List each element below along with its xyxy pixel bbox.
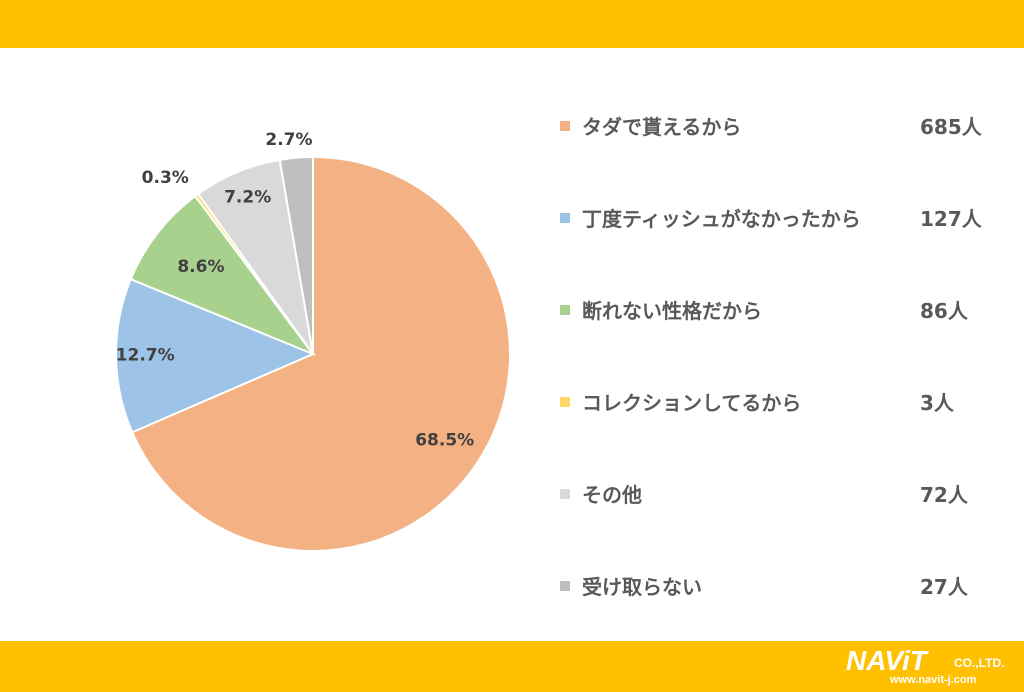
legend-swatch (560, 581, 570, 591)
pie-chart: 68.5% 12.7% 8.6% 0.3% 7.2% 2.7% (115, 130, 511, 552)
chart-legend: タダで貰えるから 685人 丁度ティッシュがなかったから 127人 断れない性格… (558, 105, 998, 657)
pie-slice (278, 155, 314, 355)
legend-label: 断れない性格だから (582, 299, 762, 323)
legend-item-collection: コレクションしてるから 3人 (558, 381, 998, 473)
legend-count: 27人 (920, 575, 968, 599)
pie-slice (130, 155, 511, 552)
legend-count: 3人 (920, 391, 954, 415)
legend-count: 86人 (920, 299, 968, 323)
legend-label: 丁度ティッシュがなかったから (582, 207, 861, 231)
legend-label: タダで貰えるから (582, 115, 742, 139)
logo-suffix: CO.,LTD. (954, 656, 1005, 670)
legend-count: 685人 (920, 115, 982, 139)
pie-percent-label: 2.7% (265, 130, 312, 150)
legend-label: コレクションしてるから (582, 391, 802, 415)
legend-item-dont-take: 受け取らない 27人 (558, 565, 998, 657)
pie-percent-label: 7.2% (224, 188, 271, 208)
legend-swatch (560, 305, 570, 315)
legend-swatch (560, 397, 570, 407)
legend-count: 127人 (920, 207, 982, 231)
logo-url: www.navit-j.com (890, 674, 977, 686)
legend-item-no-tissue: 丁度ティッシュがなかったから 127人 (558, 197, 998, 289)
bottom-banner (0, 641, 1024, 692)
legend-swatch (560, 121, 570, 131)
pie-slice (115, 277, 316, 434)
legend-count: 72人 (920, 483, 968, 507)
logo-wordmark: NAViT (846, 645, 927, 676)
pie-slice (129, 194, 316, 357)
legend-label: その他 (582, 483, 642, 507)
legend-label: 受け取らない (582, 575, 702, 599)
pie-percent-label: 12.7% (116, 345, 175, 365)
pie-percent-label: 0.3% (142, 168, 189, 188)
company-logo: NAViT CO.,LTD. www.navit-j.com (846, 646, 1016, 688)
legend-swatch (560, 489, 570, 499)
legend-swatch (560, 213, 570, 223)
top-banner (0, 0, 1024, 48)
legend-item-cant-refuse: 断れない性格だから 86人 (558, 289, 998, 381)
pie-percent-label: 68.5% (415, 431, 474, 451)
legend-item-other: その他 72人 (558, 473, 998, 565)
pie-percent-label: 8.6% (177, 257, 224, 277)
legend-item-free: タダで貰えるから 685人 (558, 105, 998, 197)
